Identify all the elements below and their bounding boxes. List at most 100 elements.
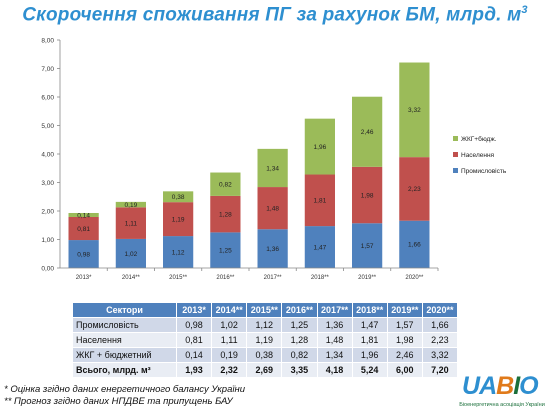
table-header-row: Сектори 2013* 2014** 2015** 2016** 2017** 2018…	[72, 302, 459, 318]
data-label: 1,34	[266, 165, 279, 172]
bar-segment	[115, 238, 146, 268]
table-cell: 1,57	[386, 317, 423, 333]
bar-segment	[304, 118, 335, 175]
y-tick-label: 1,00	[41, 237, 54, 244]
table-cell: 3,32	[421, 347, 459, 363]
table-header-year: 2020**	[421, 302, 459, 318]
bar-segment	[210, 172, 241, 196]
bar-segment	[304, 226, 335, 268]
legend-swatch	[453, 152, 458, 157]
data-label: 1,98	[361, 192, 374, 199]
table-header-year: 2019**	[386, 302, 423, 318]
bar-segment	[210, 195, 241, 233]
table-row: Промисловість 0,98 1,02 1,12 1,25 1,36 1,47 1,5…	[72, 317, 459, 333]
table-cell: 1,81	[351, 332, 388, 348]
bar-segment	[399, 220, 430, 268]
table-cell: 1,19	[246, 332, 283, 348]
logo-wordmark: UABIO	[462, 372, 539, 401]
table-cell: 5,24	[351, 362, 388, 378]
bar-segment	[68, 216, 99, 241]
bar-segment	[352, 166, 383, 224]
y-axis: 0,00 1,00 2,00 3,00 4,00 5,00 6,00 7,00 8,00	[41, 37, 61, 272]
data-label: 3,32	[408, 107, 421, 114]
bar-segment	[399, 157, 430, 221]
x-tick-label: 2018**	[311, 275, 330, 281]
table-row-label: Промисловість	[72, 317, 177, 333]
bar-segment	[68, 212, 99, 217]
table-row-label: Всього, млрд. м³	[72, 362, 177, 378]
legend: ЖКГ+бюдж. Населення Промисловість	[453, 135, 507, 175]
chart-title-text: Скорочення споживання ПГ за рахунок БМ, …	[22, 4, 522, 26]
data-label: 1,96	[314, 144, 327, 151]
bar-segment	[115, 207, 146, 239]
bar-segment	[399, 62, 430, 158]
bar-segment	[163, 191, 194, 203]
data-label: 1,48	[266, 205, 279, 212]
table-cell: 0,19	[211, 347, 248, 363]
bars-layer: 0,98 0,81 0,14 1,02 1,11 0,19 1,12 1,19 0,38 1,25…	[68, 62, 430, 268]
table-cell: 0,38	[246, 347, 283, 363]
table-header-year: 2015**	[246, 302, 283, 318]
data-label: 1,81	[314, 198, 327, 205]
data-table: Сектори 2013* 2014** 2015** 2016** 2017** 2018…	[72, 302, 459, 378]
table-header-year: 2018**	[351, 302, 388, 318]
table-cell: 1,47	[351, 317, 388, 333]
x-tick-label: 2016**	[216, 275, 235, 281]
data-label: 0,81	[77, 226, 90, 233]
table-cell: 7,20	[421, 362, 459, 378]
table-cell: 2,46	[386, 347, 423, 363]
x-tick-label: 2013*	[76, 275, 92, 281]
data-label: 0,38	[172, 194, 185, 201]
table-cell: 1,36	[316, 317, 353, 333]
x-tick-label: 2017**	[264, 275, 283, 281]
y-tick-label: 5,00	[41, 123, 54, 130]
bar-segment	[210, 232, 241, 268]
x-tick-label: 2014**	[122, 275, 141, 281]
table-cell: 1,28	[281, 332, 318, 348]
footnote-forecast: ** Прогноз згідно даних НПДВЕ та припуще…	[4, 396, 233, 407]
bar-segment	[163, 202, 194, 237]
table-cell: 1,11	[211, 332, 248, 348]
logo-letter: A	[479, 372, 497, 400]
data-label: 1,25	[219, 247, 232, 254]
table-row: ЖКГ + бюджетний 0,14 0,19 0,38 0,82 1,34 1,96 2…	[72, 347, 459, 363]
legend-label: ЖКГ+бюдж.	[461, 135, 497, 143]
data-label: 1,36	[266, 246, 279, 253]
table-row: Населення 0,81 1,11 1,19 1,28 1,48 1,81 1,98 2,2…	[72, 332, 459, 348]
data-label: 1,66	[408, 242, 421, 249]
table-cell: 1,34	[316, 347, 353, 363]
uabio-logo: UABIO Біоенергетична асоціація України	[456, 372, 548, 414]
x-axis: 2013* 2014** 2015** 2016** 2017** 2018** 2019*…	[60, 267, 439, 281]
table-cell: 1,12	[246, 317, 283, 333]
table-cell: 6,00	[386, 362, 423, 378]
bar-segment	[257, 229, 288, 268]
logo-letter: I	[513, 372, 520, 400]
table-row-label: ЖКГ + бюджетний	[72, 347, 177, 363]
table-row: Всього, млрд. м³ 1,93 2,32 2,69 3,35 4,18 5,24…	[72, 362, 459, 378]
y-tick-label: 4,00	[41, 151, 54, 158]
table-body: Промисловість 0,98 1,02 1,12 1,25 1,36 1,47 1,5…	[72, 317, 459, 378]
bar-segment	[304, 174, 335, 227]
logo-letter: B	[496, 372, 514, 400]
y-tick-label: 6,00	[41, 94, 54, 101]
data-label: 0,98	[77, 251, 90, 258]
bar-segment	[352, 96, 383, 167]
table-cell: 1,96	[351, 347, 388, 363]
table-header-sectors: Сектори	[72, 302, 177, 318]
table-header-year: 2014**	[211, 302, 248, 318]
footnotes: * Оцінка згідно даних енергетичного бала…	[4, 384, 245, 408]
table-row-label: Населення	[72, 332, 177, 348]
bar-segment	[163, 236, 194, 268]
data-label: 0,14	[77, 212, 90, 219]
logo-letter: U	[462, 372, 480, 400]
data-label: 2,23	[408, 186, 421, 193]
table-header-year: 2017**	[316, 302, 353, 318]
y-tick-label: 0,00	[41, 265, 54, 272]
table-cell: 1,66	[421, 317, 459, 333]
data-label: 1,47	[314, 244, 327, 251]
table-cell: 1,93	[175, 362, 213, 378]
bar-segment	[352, 223, 383, 268]
table-cell: 0,14	[175, 347, 213, 363]
table-cell: 2,32	[211, 362, 248, 378]
legend-label: Населення	[461, 152, 495, 159]
